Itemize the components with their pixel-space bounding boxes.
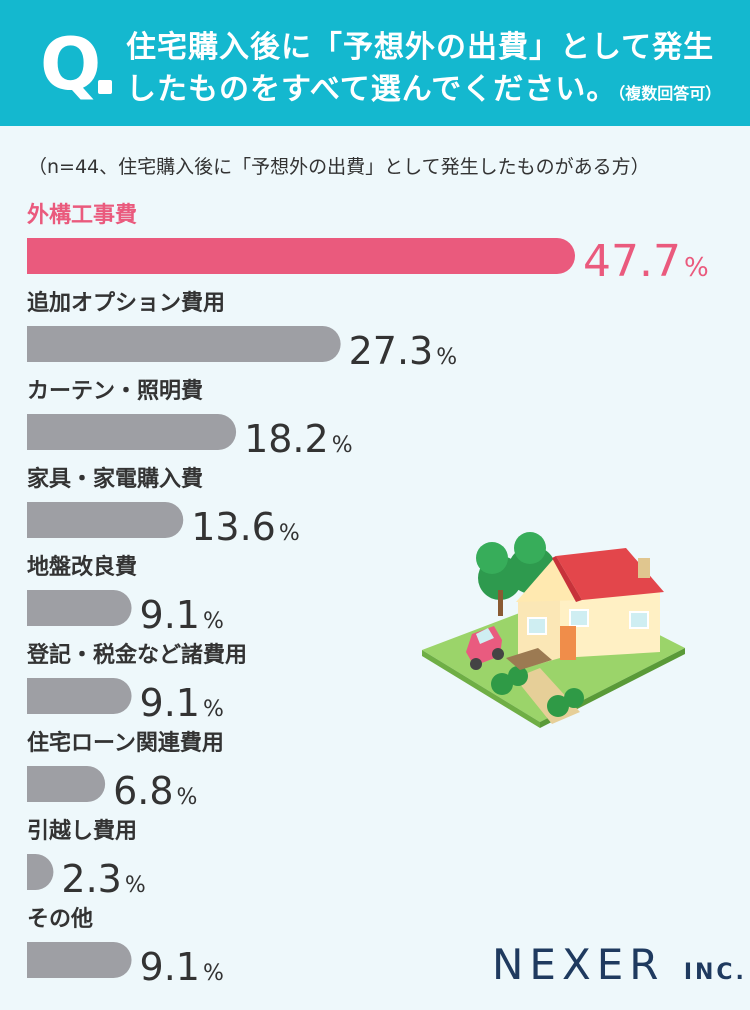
house-illustration [422, 532, 685, 728]
value-label: 9.1% [140, 593, 224, 637]
value-label: 9.1% [140, 681, 224, 725]
bar [27, 854, 54, 890]
category-label: 家具・家電購入費 [27, 466, 203, 492]
value-label: 18.2% [244, 417, 353, 461]
question-header: Q 住宅購入後に「予想外の出費」として発生 したものをすべて選んでください。（複… [0, 0, 750, 126]
value-label: 2.3% [61, 857, 145, 901]
category-label: 引越し費用 [27, 819, 137, 844]
logo-suffix: INC. [683, 960, 747, 985]
value-label: 9.1% [140, 945, 224, 989]
logo-main: NEXER [492, 940, 665, 989]
value-label: 6.8% [113, 769, 197, 813]
category-label: 地盤改良費 [27, 554, 137, 580]
q-dot [98, 80, 112, 94]
question-multiple-note: （複数回答可） [617, 84, 722, 103]
bar [27, 502, 184, 538]
bar [27, 414, 237, 450]
bar [27, 590, 132, 626]
question-line-2: したものをすべて選んでください。（複数回答可） [126, 64, 721, 108]
value-label: 13.6% [191, 505, 300, 549]
sample-note: （n=44、住宅購入後に「予想外の出費」として発生したものがある方） [28, 156, 650, 178]
q-mark: Q [40, 22, 102, 106]
category-label: 住宅ローン関連費用 [27, 730, 224, 756]
value-label: 27.3% [349, 329, 458, 373]
bar [27, 678, 132, 714]
bar [27, 238, 575, 274]
category-label: 登記・税金など諸費用 [26, 642, 247, 668]
category-label: 追加オプション費用 [27, 290, 225, 316]
question-line-2-main: したものをすべて選んでください。 [126, 72, 618, 107]
bar [27, 766, 106, 802]
bar [27, 326, 341, 362]
category-label: 外構工事費 [27, 202, 137, 228]
nexer-logo: NEXER INC. [492, 940, 747, 989]
category-label: その他 [27, 907, 93, 932]
value-label: 47.7% [583, 236, 709, 287]
bar [27, 942, 132, 978]
category-label: カーテン・照明費 [27, 379, 203, 404]
question-line-1: 住宅購入後に「予想外の出費」として発生 [126, 30, 715, 65]
